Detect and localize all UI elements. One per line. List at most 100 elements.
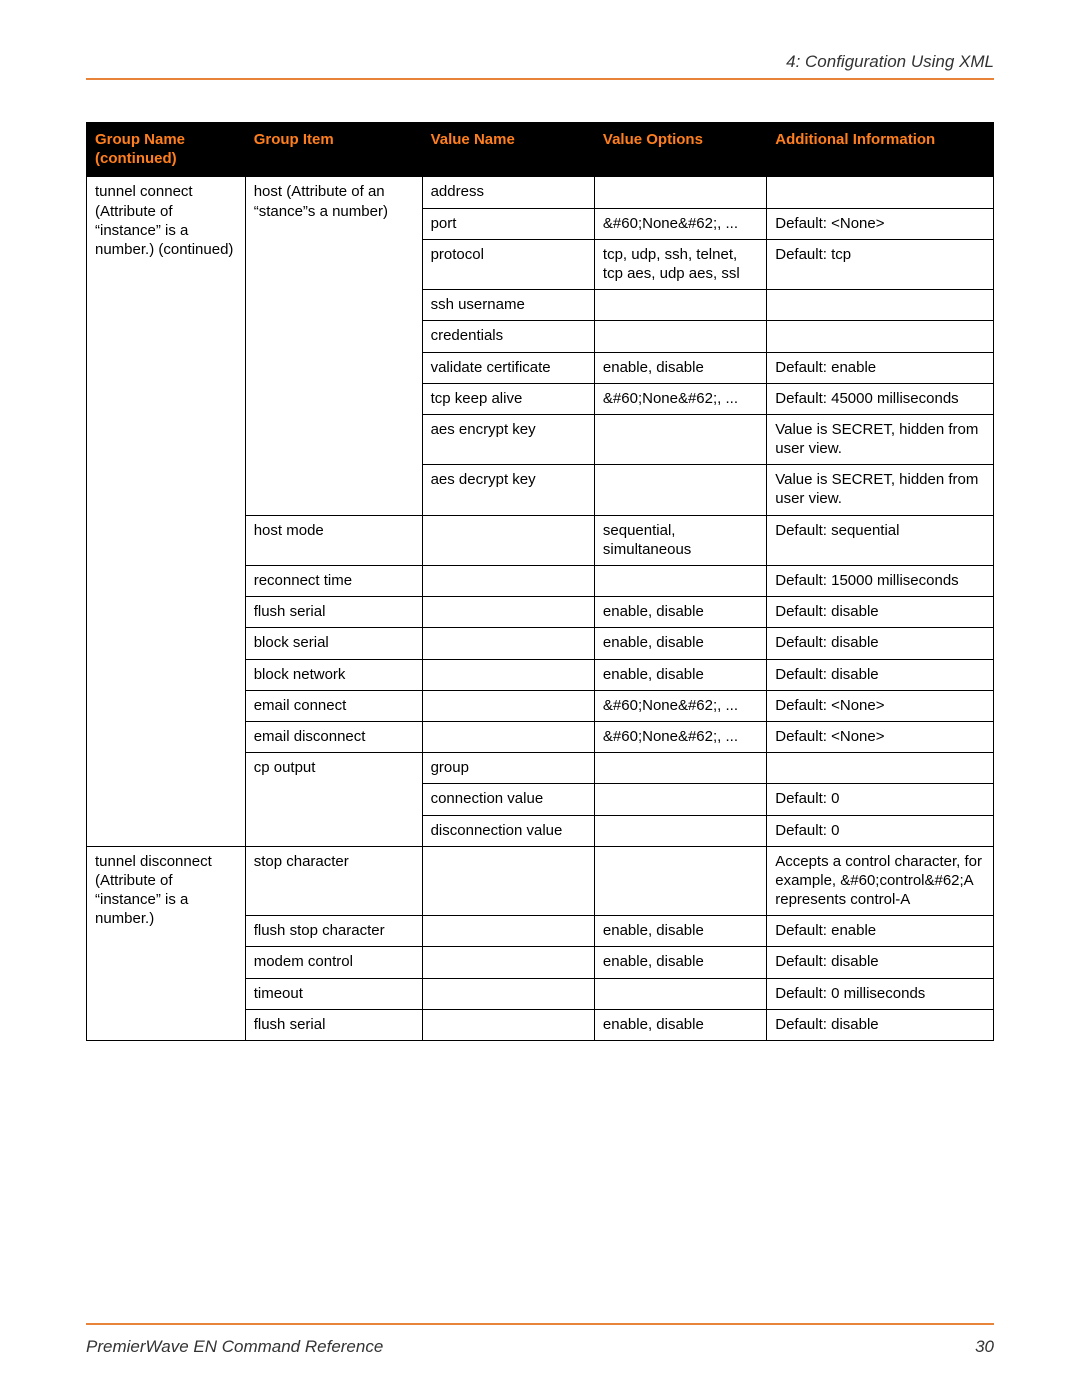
group-item-cell: stop character xyxy=(245,846,422,916)
value-options-cell xyxy=(594,753,766,784)
value-options-cell xyxy=(594,566,766,597)
chapter-title: 4: Configuration Using XML xyxy=(86,52,994,72)
group-item-cell: flush stop character xyxy=(245,916,422,947)
value-name-cell xyxy=(422,1009,594,1040)
group-item-cell: email disconnect xyxy=(245,721,422,752)
group-name-cell: tunnel disconnect (Attribute of “instanc… xyxy=(87,846,246,1040)
value-options-cell: enable, disable xyxy=(594,597,766,628)
value-options-cell xyxy=(594,414,766,464)
value-options-cell: enable, disable xyxy=(594,659,766,690)
value-name-cell: connection value xyxy=(422,784,594,815)
footer-left: PremierWave EN Command Reference xyxy=(86,1337,383,1357)
value-name-cell xyxy=(422,566,594,597)
additional-info-cell: Default: enable xyxy=(767,352,994,383)
additional-info-cell: Default: <None> xyxy=(767,721,994,752)
additional-info-cell: Default: sequential xyxy=(767,515,994,565)
additional-info-cell: Default: disable xyxy=(767,628,994,659)
additional-info-cell: Default: disable xyxy=(767,1009,994,1040)
value-options-cell xyxy=(594,465,766,515)
additional-info-cell: Value is SECRET, hidden from user view. xyxy=(767,465,994,515)
value-options-cell xyxy=(594,978,766,1009)
additional-info-cell: Default: disable xyxy=(767,597,994,628)
group-item-cell: host (Attribute of an “stance”s a number… xyxy=(245,177,422,515)
value-name-cell: disconnection value xyxy=(422,815,594,846)
value-name-cell xyxy=(422,628,594,659)
value-options-cell xyxy=(594,784,766,815)
additional-info-cell: Default: 15000 milliseconds xyxy=(767,566,994,597)
additional-info-cell: Default: <None> xyxy=(767,690,994,721)
group-item-cell: flush serial xyxy=(245,1009,422,1040)
value-options-cell: enable, disable xyxy=(594,352,766,383)
value-name-cell: credentials xyxy=(422,321,594,352)
value-name-cell: validate certificate xyxy=(422,352,594,383)
group-item-cell: modem control xyxy=(245,947,422,978)
value-name-cell: address xyxy=(422,177,594,208)
value-name-cell xyxy=(422,947,594,978)
value-name-cell: port xyxy=(422,208,594,239)
group-item-cell: host mode xyxy=(245,515,422,565)
col-additional-info: Additional Information xyxy=(767,123,994,177)
value-name-cell xyxy=(422,597,594,628)
footer-page-number: 30 xyxy=(975,1337,994,1357)
value-options-cell: sequential, simultaneous xyxy=(594,515,766,565)
additional-info-cell: Default: disable xyxy=(767,947,994,978)
group-item-cell: email connect xyxy=(245,690,422,721)
value-options-cell: enable, disable xyxy=(594,947,766,978)
additional-info-cell: Default: tcp xyxy=(767,239,994,289)
value-name-cell: ssh username xyxy=(422,290,594,321)
group-item-cell: reconnect time xyxy=(245,566,422,597)
group-name-cell: tunnel connect (Attribute of “instance” … xyxy=(87,177,246,846)
group-item-cell: block network xyxy=(245,659,422,690)
additional-info-cell: Default: enable xyxy=(767,916,994,947)
value-options-cell: enable, disable xyxy=(594,628,766,659)
additional-info-cell xyxy=(767,321,994,352)
value-name-cell: group xyxy=(422,753,594,784)
config-table: Group Name (continued) Group Item Value … xyxy=(86,122,994,1041)
col-group-name: Group Name (continued) xyxy=(87,123,246,177)
additional-info-cell: Accepts a control character, for example… xyxy=(767,846,994,916)
table-row: tunnel connect (Attribute of “instance” … xyxy=(87,177,994,208)
value-options-cell xyxy=(594,177,766,208)
table-header-row: Group Name (continued) Group Item Value … xyxy=(87,123,994,177)
value-name-cell xyxy=(422,690,594,721)
col-value-name: Value Name xyxy=(422,123,594,177)
group-item-cell: cp output xyxy=(245,753,422,847)
value-name-cell: protocol xyxy=(422,239,594,289)
value-options-cell xyxy=(594,846,766,916)
value-name-cell xyxy=(422,916,594,947)
additional-info-cell: Default: 45000 milliseconds xyxy=(767,383,994,414)
value-options-cell xyxy=(594,815,766,846)
value-name-cell: tcp keep alive xyxy=(422,383,594,414)
col-value-options: Value Options xyxy=(594,123,766,177)
value-name-cell xyxy=(422,515,594,565)
col-group-item: Group Item xyxy=(245,123,422,177)
value-name-cell xyxy=(422,659,594,690)
value-name-cell xyxy=(422,721,594,752)
value-name-cell: aes encrypt key xyxy=(422,414,594,464)
value-options-cell xyxy=(594,321,766,352)
value-name-cell: aes decrypt key xyxy=(422,465,594,515)
value-options-cell: &#60;None&#62;, ... xyxy=(594,721,766,752)
value-options-cell: &#60;None&#62;, ... xyxy=(594,208,766,239)
additional-info-cell: Default: 0 xyxy=(767,784,994,815)
table-row: tunnel disconnect (Attribute of “instanc… xyxy=(87,846,994,916)
additional-info-cell: Default: 0 xyxy=(767,815,994,846)
value-options-cell: &#60;None&#62;, ... xyxy=(594,690,766,721)
group-item-cell: block serial xyxy=(245,628,422,659)
value-name-cell xyxy=(422,846,594,916)
value-options-cell xyxy=(594,290,766,321)
footer-rule xyxy=(86,1323,994,1325)
group-item-cell: timeout xyxy=(245,978,422,1009)
value-options-cell: enable, disable xyxy=(594,916,766,947)
additional-info-cell xyxy=(767,290,994,321)
additional-info-cell xyxy=(767,177,994,208)
value-options-cell: &#60;None&#62;, ... xyxy=(594,383,766,414)
value-name-cell xyxy=(422,978,594,1009)
additional-info-cell: Default: disable xyxy=(767,659,994,690)
value-options-cell: tcp, udp, ssh, telnet, tcp aes, udp aes,… xyxy=(594,239,766,289)
value-options-cell: enable, disable xyxy=(594,1009,766,1040)
top-rule xyxy=(86,78,994,80)
additional-info-cell: Default: 0 milliseconds xyxy=(767,978,994,1009)
additional-info-cell: Default: <None> xyxy=(767,208,994,239)
group-item-cell: flush serial xyxy=(245,597,422,628)
